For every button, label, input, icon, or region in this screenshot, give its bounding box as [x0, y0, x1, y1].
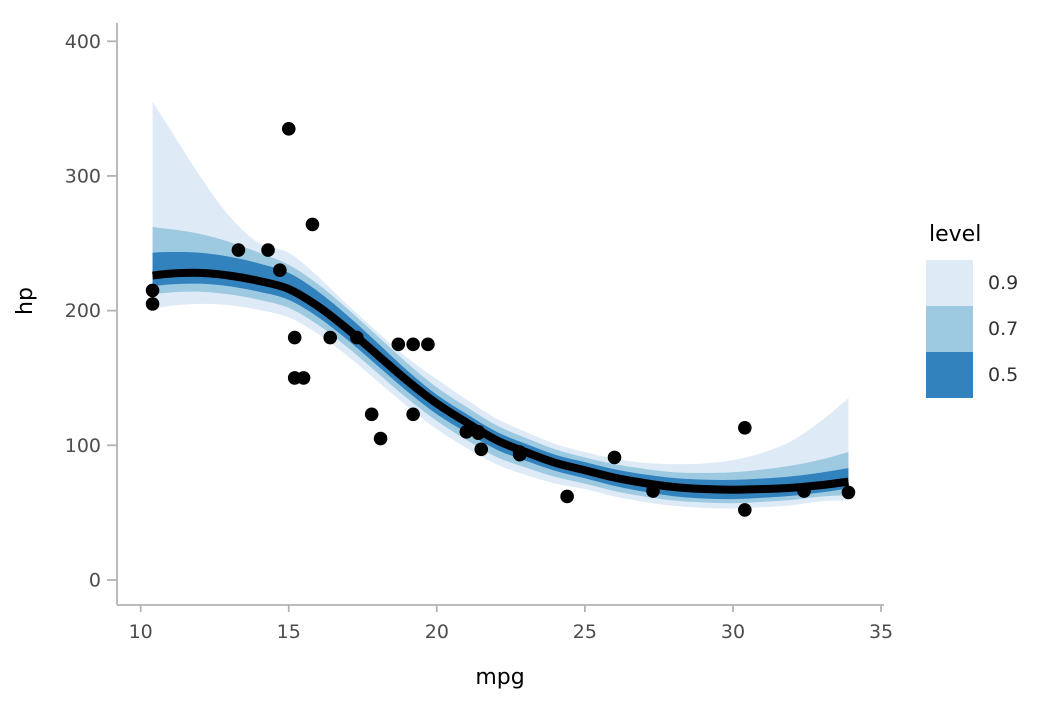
axes: 10 15 20 25 30 35 0 100 200 300 400 — [65, 23, 893, 643]
y-tick-label: 0 — [89, 569, 101, 591]
data-point — [738, 503, 752, 517]
legend-label: 0.9 — [988, 272, 1019, 294]
legend-entry: 0.7 — [926, 306, 1052, 352]
smooth-line-layer — [152, 268, 849, 494]
x-axis-title: mpg — [475, 665, 524, 690]
y-tick-label: 300 — [65, 165, 101, 187]
data-point — [231, 243, 246, 257]
data-point — [287, 330, 302, 345]
legend-swatch-0.5 — [926, 352, 973, 398]
data-point — [281, 122, 296, 136]
data-point — [406, 337, 420, 352]
data-point — [261, 243, 275, 257]
data-point — [296, 371, 311, 385]
data-point — [350, 330, 364, 345]
legend-entry: 0.9 — [926, 260, 1052, 306]
data-point — [646, 484, 660, 498]
legend-swatch-0.7 — [926, 306, 973, 352]
legend-rows: 0.9 0.7 0.5 — [926, 260, 1052, 398]
data-point — [373, 431, 388, 446]
data-point — [471, 425, 486, 439]
data-point — [797, 484, 811, 498]
data-point — [459, 425, 474, 439]
data-point — [512, 445, 527, 459]
legend-title: level — [929, 222, 982, 247]
x-tick-label: 25 — [573, 621, 597, 643]
x-tick-label: 15 — [277, 621, 301, 643]
data-point — [474, 442, 489, 457]
data-point — [364, 407, 379, 422]
legend-entry: 0.5 — [926, 352, 1052, 398]
data-point — [406, 407, 420, 422]
confidence-band-0.7 — [152, 227, 849, 504]
x-tick-label: 20 — [425, 621, 449, 643]
data-point — [305, 217, 320, 232]
data-point — [841, 485, 856, 500]
x-tick-label: 30 — [721, 621, 745, 643]
smooth-line — [152, 268, 849, 494]
data-point — [273, 263, 287, 278]
y-tick-label: 100 — [65, 435, 101, 457]
confidence-bands — [152, 101, 849, 509]
legend-label: 0.5 — [988, 364, 1019, 386]
y-tick-label: 400 — [65, 31, 101, 53]
data-point — [607, 450, 622, 465]
data-point — [323, 330, 338, 345]
legend-swatch-0.9 — [926, 260, 973, 306]
data-point — [145, 297, 160, 311]
legend: level 0.9 0.7 0.5 — [926, 222, 1052, 398]
x-tick-label: 10 — [129, 621, 153, 643]
legend-label: 0.7 — [988, 318, 1019, 340]
data-points-layer — [145, 122, 856, 517]
data-point — [145, 283, 160, 298]
data-point — [391, 337, 406, 352]
x-tick-label: 35 — [869, 621, 893, 643]
data-point — [738, 420, 752, 435]
data-point — [560, 489, 574, 504]
data-point — [421, 337, 435, 352]
y-tick-label: 200 — [65, 300, 101, 322]
y-axis-title: hp — [13, 287, 38, 315]
